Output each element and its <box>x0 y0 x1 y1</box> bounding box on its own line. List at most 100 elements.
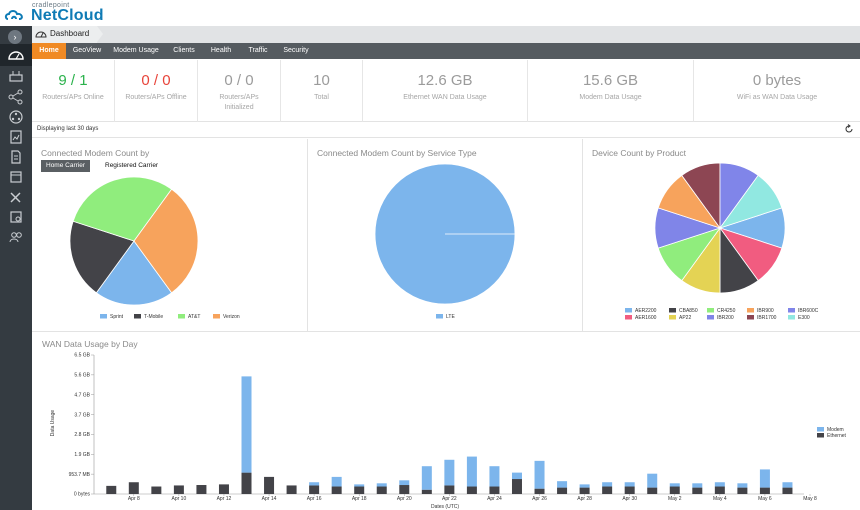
bar-may-3[interactable] <box>692 483 703 494</box>
legend-item-lte[interactable]: LTE <box>436 314 455 320</box>
x-tick-label: Apr 14 <box>262 496 277 502</box>
home-carrier-toggle[interactable]: Home Carrier <box>41 160 91 172</box>
pie-slice-sprint[interactable] <box>95 240 173 306</box>
bar-may-5[interactable] <box>737 483 748 494</box>
legend-label: AER2200 <box>635 308 657 314</box>
accounts-icon[interactable] <box>7 228 25 246</box>
bar-apr-7[interactable] <box>106 485 117 494</box>
groups-icon[interactable] <box>7 108 25 126</box>
bar-apr-9[interactable] <box>151 486 162 494</box>
reports-icon[interactable] <box>7 128 25 146</box>
bar-segment-ethernet <box>466 486 477 494</box>
bar-apr-25[interactable] <box>511 472 522 494</box>
bar-apr-16[interactable] <box>309 482 320 494</box>
legend-item-aer2200[interactable]: AER2200 <box>625 308 657 314</box>
devices-icon[interactable] <box>7 68 25 86</box>
tools-icon[interactable] <box>7 188 25 206</box>
pie-slice-verizon[interactable] <box>133 188 199 294</box>
tab-traffic[interactable]: Traffic <box>248 47 268 54</box>
bar-segment-ethernet <box>737 487 748 494</box>
legend-item-aer1600[interactable]: AER1600 <box>625 315 657 321</box>
bar-apr-15[interactable] <box>286 485 297 494</box>
refresh-icon[interactable] <box>844 124 854 134</box>
pie-slice-at-t[interactable] <box>72 176 173 242</box>
bar-segment-ethernet <box>196 485 207 494</box>
bar-may-4[interactable] <box>714 482 725 494</box>
legend-item-e300[interactable]: E300 <box>788 315 810 321</box>
legend-item-verizon[interactable]: Verizon <box>213 314 240 320</box>
legend-item-at-t[interactable]: AT&T <box>178 314 200 320</box>
legend-item-sprint[interactable]: Sprint <box>100 314 124 320</box>
registered-carrier-toggle[interactable]: Registered Carrier <box>105 162 159 169</box>
stat-modem-usage[interactable]: 15.6 GB Modem Data Usage <box>528 60 694 122</box>
bar-apr-21[interactable] <box>421 466 432 494</box>
bar-apr-8[interactable] <box>128 482 139 494</box>
legend-item-ibr600c[interactable]: IBR600C <box>788 308 819 314</box>
stat-wifi-usage[interactable]: 0 bytes WiFi as WAN Data Usage <box>694 60 860 122</box>
legend-item-ap22[interactable]: AP22 <box>669 315 691 321</box>
brand-name: NetCloud <box>31 7 104 24</box>
stat-ethernet-usage[interactable]: 12.6 GB Ethernet WAN Data Usage <box>363 60 528 122</box>
breadcrumb-dashboard[interactable]: Dashboard <box>32 26 97 43</box>
bar-apr-22[interactable] <box>444 459 455 494</box>
bar-apr-27[interactable] <box>557 481 568 494</box>
bar-apr-17[interactable] <box>331 476 342 494</box>
dashboard-icon[interactable] <box>0 44 32 66</box>
x-tick-label: Apr 18 <box>352 496 367 502</box>
bar-apr-23[interactable] <box>466 456 477 494</box>
legend-item-ibr200[interactable]: IBR200 <box>707 315 734 321</box>
stat-offline[interactable]: 0 / 0 Routers/APs Offline <box>115 60 198 122</box>
legend-item-ibr1700[interactable]: IBR1700 <box>747 315 777 321</box>
bar-apr-14[interactable] <box>264 476 275 494</box>
bar-may-7[interactable] <box>782 482 793 494</box>
tab-security[interactable]: Security <box>283 47 309 54</box>
bar-apr-30[interactable] <box>624 482 635 494</box>
stat-label: Modem Data Usage <box>579 94 642 101</box>
bar-apr-28[interactable] <box>579 484 590 494</box>
bar-apr-10[interactable] <box>173 485 184 494</box>
bar-segment-ethernet <box>692 487 703 494</box>
pie-slice-t-mobile[interactable] <box>69 220 135 294</box>
bar-segment-ethernet <box>602 486 613 494</box>
legend-label: Verizon <box>223 314 240 320</box>
stat-initialized[interactable]: 0 / 0 Routers/APs Initialized <box>198 60 281 122</box>
x-tick-label: Apr 12 <box>217 496 232 502</box>
tab-clients[interactable]: Clients <box>173 47 195 54</box>
bar-may-2[interactable] <box>669 483 680 494</box>
bar-segment-ethernet <box>579 487 590 494</box>
bar-apr-29[interactable] <box>602 482 613 494</box>
tab-modem-usage[interactable]: Modem Usage <box>113 47 159 54</box>
tab-health[interactable]: Health <box>210 47 232 54</box>
bar-apr-12[interactable] <box>218 484 229 494</box>
bar-apr-18[interactable] <box>354 484 365 494</box>
pie-slice-e300[interactable] <box>718 174 783 229</box>
bar-segment-ethernet <box>511 479 522 494</box>
legend-item-t-mobile[interactable]: T-Mobile <box>134 314 163 320</box>
bar-may-6[interactable] <box>759 469 770 494</box>
bar-apr-13[interactable] <box>241 376 252 494</box>
bar-segment-ethernet <box>399 485 410 494</box>
bar-apr-24[interactable] <box>489 466 500 494</box>
network-icon[interactable] <box>7 88 25 106</box>
bar-apr-19[interactable] <box>376 483 387 494</box>
legend-item-cba850[interactable]: CBA850 <box>669 308 698 314</box>
sidebar-toggle-button[interactable]: › <box>8 30 22 44</box>
bar-apr-20[interactable] <box>399 480 410 494</box>
legend-item-ibr900[interactable]: IBR900 <box>747 308 774 314</box>
legend-item-cr4250[interactable]: CR4250 <box>707 308 736 314</box>
bar-may-1[interactable] <box>647 473 658 494</box>
legend-swatch <box>669 308 676 313</box>
stat-total[interactable]: 10 Total <box>281 60 363 122</box>
documents-icon[interactable] <box>7 148 25 166</box>
legend-item-modem[interactable]: Modem <box>817 427 844 433</box>
calendar-icon[interactable] <box>7 168 25 186</box>
legend-item-ethernet[interactable]: Ethernet <box>817 433 847 439</box>
bar-segment-ethernet <box>151 486 162 494</box>
tab-geoview[interactable]: GeoView <box>72 47 102 54</box>
brand-logo[interactable]: cradlepoint NetCloud <box>4 2 104 26</box>
stat-online[interactable]: 9 / 1 Routers/APs Online <box>32 60 115 122</box>
bar-apr-26[interactable] <box>534 460 545 494</box>
settings-icon[interactable] <box>7 208 25 226</box>
tab-home[interactable]: Home <box>32 43 66 59</box>
bar-apr-11[interactable] <box>196 485 207 494</box>
